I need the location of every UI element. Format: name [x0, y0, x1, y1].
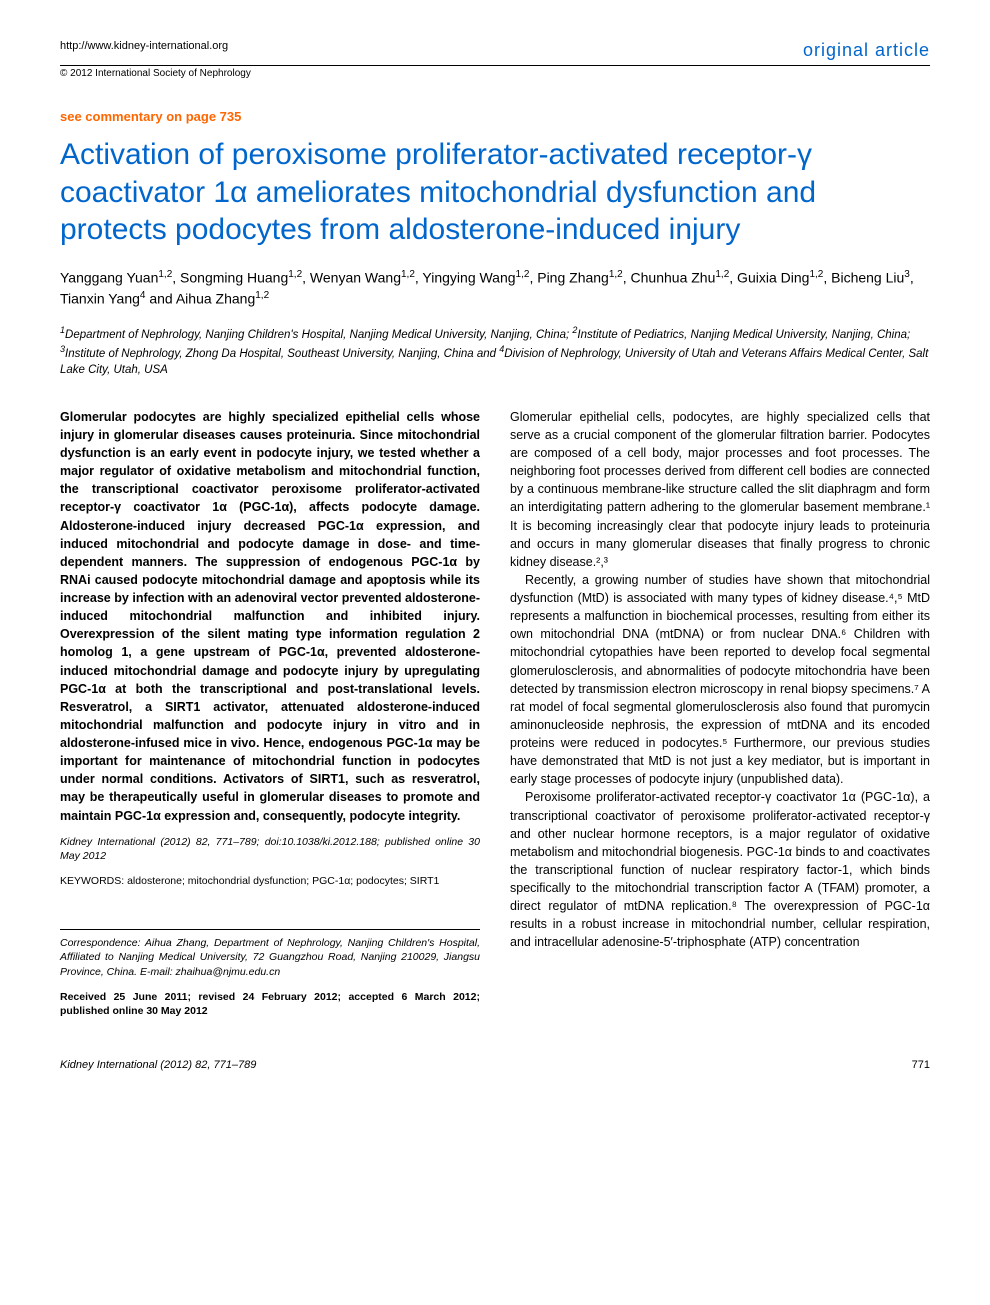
body-paragraph-2: Recently, a growing number of studies ha… — [510, 571, 930, 789]
keywords-text: KEYWORDS: aldosterone; mitochondrial dys… — [60, 874, 480, 889]
body-paragraph-1: Glomerular epithelial cells, podocytes, … — [510, 408, 930, 571]
journal-url[interactable]: http://www.kidney-international.org — [60, 40, 228, 52]
affiliations: 1Department of Nephrology, Nanjing Child… — [60, 324, 930, 378]
page-header: http://www.kidney-international.org orig… — [60, 40, 930, 66]
copyright-text: © 2012 International Society of Nephrolo… — [60, 68, 930, 79]
author-list: Yanggang Yuan1,2, Songming Huang1,2, Wen… — [60, 267, 930, 310]
commentary-link[interactable]: see commentary on page 735 — [60, 109, 930, 124]
footer-citation: Kidney International (2012) 82, 771–789 — [60, 1059, 256, 1071]
correspondence-text: Correspondence: Aihua Zhang, Department … — [60, 937, 480, 978]
article-type-label: original article — [803, 40, 930, 61]
right-column: Glomerular epithelial cells, podocytes, … — [510, 408, 930, 1019]
body-paragraph-3: Peroxisome proliferator-activated recept… — [510, 788, 930, 951]
abstract-body: Glomerular podocytes are highly speciali… — [60, 410, 480, 823]
left-column: Glomerular podocytes are highly speciali… — [60, 408, 480, 1019]
abstract-text: Glomerular podocytes are highly speciali… — [60, 408, 480, 889]
received-dates: Received 25 June 2011; revised 24 Februa… — [60, 990, 480, 1019]
page-number: 771 — [912, 1059, 930, 1071]
correspondence-box: Correspondence: Aihua Zhang, Department … — [60, 929, 480, 1019]
two-column-layout: Glomerular podocytes are highly speciali… — [60, 408, 930, 1019]
citation-text: Kidney International (2012) 82, 771–789;… — [60, 835, 480, 864]
article-title: Activation of peroxisome proliferator-ac… — [60, 136, 930, 249]
page-footer: Kidney International (2012) 82, 771–789 … — [60, 1059, 930, 1071]
